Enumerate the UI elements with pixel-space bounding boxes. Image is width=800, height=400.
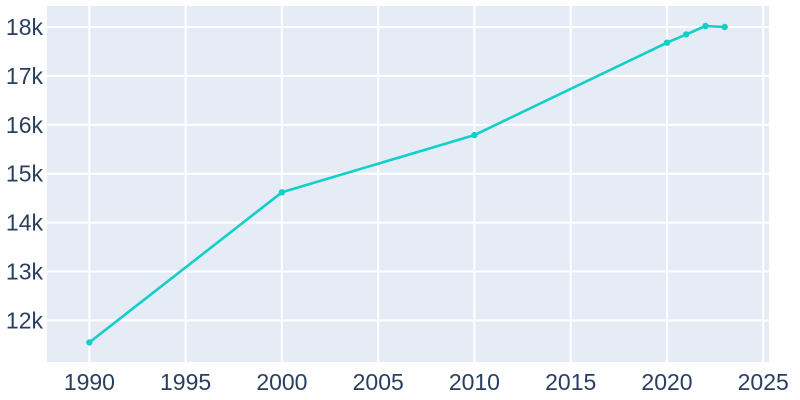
x-tick-label-2000: 2000: [256, 369, 307, 395]
data-point-2021[interactable]: [683, 31, 690, 38]
y-tick-label-18k: 18k: [6, 14, 44, 40]
data-point-1990[interactable]: [86, 339, 93, 346]
y-tick-label-16k: 16k: [6, 112, 44, 138]
y-tick-label-12k: 12k: [6, 307, 44, 333]
data-point-2022[interactable]: [702, 22, 709, 30]
y-axis-tick-labels: 12k 13k 14k 15k 16k 17k 18k: [6, 14, 44, 333]
data-point-2020[interactable]: [663, 39, 671, 46]
data-point-2000[interactable]: [278, 189, 286, 196]
data-point-2023[interactable]: [721, 23, 728, 31]
x-tick-label-1995: 1995: [160, 369, 211, 395]
y-tick-label-15k: 15k: [6, 161, 44, 187]
y-tick-label-14k: 14k: [6, 210, 44, 236]
y-tick-label-13k: 13k: [6, 259, 44, 285]
x-tick-label-1990: 1990: [64, 369, 115, 395]
x-axis-tick-labels: 1990 1995 2000 2005 2010 2015 2020 2025: [64, 369, 789, 395]
x-tick-label-2025: 2025: [738, 369, 789, 395]
x-tick-label-2010: 2010: [449, 369, 500, 395]
data-point-2010[interactable]: [471, 131, 478, 139]
gridlines: [47, 6, 769, 362]
data-point-markers: [86, 22, 728, 346]
y-tick-label-17k: 17k: [6, 63, 44, 89]
x-tick-label-2005: 2005: [353, 369, 404, 395]
plot-background: [47, 6, 769, 362]
x-tick-label-2015: 2015: [545, 369, 596, 395]
x-tick-label-2020: 2020: [641, 369, 692, 395]
